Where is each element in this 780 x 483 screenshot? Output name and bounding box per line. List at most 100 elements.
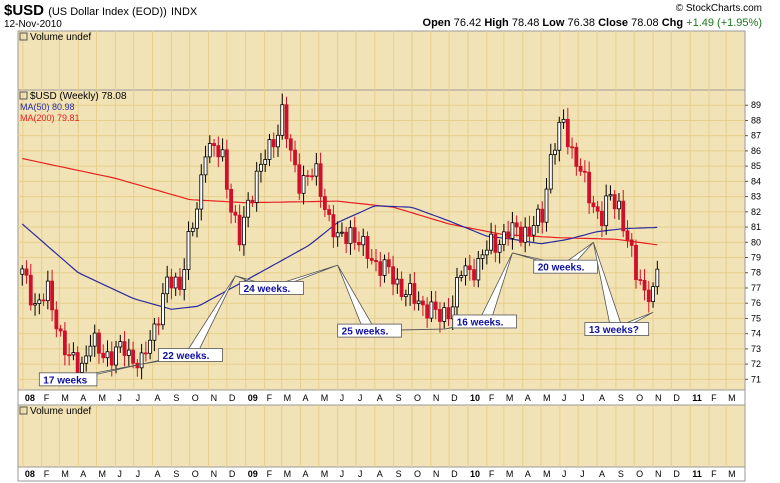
- candle-body: [421, 300, 425, 306]
- candle-body: [148, 339, 153, 354]
- y-tick-label: 73: [751, 344, 761, 354]
- candle-body: [241, 216, 246, 246]
- candle-body: [425, 304, 430, 319]
- candle-body: [472, 269, 476, 281]
- candle-body: [416, 300, 421, 304]
- candle-body: [212, 143, 216, 147]
- candle-body: [233, 211, 238, 216]
- x-tick-label: J: [358, 469, 363, 479]
- candle-body: [118, 341, 123, 348]
- x-tick-label: O: [414, 469, 421, 479]
- x-tick-label: S: [396, 393, 402, 403]
- x-tick-label: J: [117, 393, 122, 403]
- x-tick-label: F: [44, 469, 50, 479]
- x-tick-label: N: [433, 469, 440, 479]
- candle-body: [651, 286, 655, 302]
- candle-body: [203, 156, 208, 176]
- candle-body: [67, 354, 72, 357]
- candle-body: [442, 307, 447, 322]
- x-tick-label: D: [673, 469, 680, 479]
- candle-body: [553, 149, 557, 155]
- x-tick-label: A: [303, 469, 309, 479]
- candle-body: [169, 276, 174, 289]
- high-value: 78.48: [511, 17, 540, 29]
- legend: $USD (Weekly) 78.08 MA(50) 80.98 MA(200)…: [19, 91, 127, 123]
- candle-body: [459, 275, 464, 278]
- x-tick-label: N: [655, 393, 662, 403]
- candle-body: [399, 278, 404, 298]
- candle-body: [284, 104, 289, 140]
- x-tick-label: M: [61, 393, 69, 403]
- x-tick-label: 09: [248, 393, 258, 403]
- x-tick-label: M: [99, 393, 107, 403]
- x-tick-label: 10: [470, 393, 480, 403]
- bottom-volume-label: Volume undef: [30, 406, 91, 417]
- x-tick-label: 11: [692, 393, 702, 403]
- x-tick-label: N: [211, 469, 218, 479]
- x-tick-label: M: [506, 393, 513, 403]
- candle-body: [403, 294, 408, 298]
- x-tick-label: D: [229, 393, 236, 403]
- callout-box: [38, 372, 98, 387]
- candle-body: [161, 293, 165, 326]
- x-tick-label: A: [377, 393, 383, 403]
- volume-icon-bottom: [19, 406, 28, 415]
- candle-body: [565, 118, 570, 148]
- candle-body: [173, 276, 178, 289]
- candle-body: [408, 283, 413, 296]
- candle-body: [267, 139, 272, 160]
- candle-body: [374, 260, 378, 263]
- candle-body: [276, 134, 280, 148]
- x-tick-label: S: [173, 469, 179, 479]
- x-axis-strip-bottom: [17, 466, 746, 482]
- x-tick-label: F: [267, 469, 273, 479]
- candle-body: [280, 104, 285, 136]
- ma200-line: [22, 157, 658, 246]
- candle-body: [361, 235, 366, 246]
- y-axis: 71 72 73 74 75 76 77 78 79 80 81 82 83 84 85 86 87 88 89: [745, 100, 761, 384]
- x-tick-label: M: [99, 469, 107, 479]
- x-tick-label: F: [489, 469, 495, 479]
- candle-body: [617, 200, 621, 210]
- candle-body: [646, 289, 651, 302]
- callout-label: 16 weeks.: [457, 317, 504, 328]
- candle-body: [92, 332, 97, 347]
- candle-body: [220, 149, 225, 158]
- x-tick-label: A: [303, 393, 309, 403]
- x-tick-label: N: [433, 393, 440, 403]
- open-label: Open: [422, 17, 451, 29]
- candle-body: [382, 259, 387, 276]
- panel-labels: Volume undef Volume undef: [19, 32, 91, 417]
- x-tick-label: A: [599, 469, 605, 479]
- callout-label: 24 weeks.: [244, 284, 291, 295]
- candle-body: [250, 199, 255, 203]
- callout-box: [584, 322, 650, 336]
- chg-value: +1.49 (+1.95%): [686, 17, 762, 29]
- x-tick-label: M: [728, 469, 736, 479]
- candle-body: [126, 349, 131, 356]
- candle-body: [186, 231, 191, 271]
- candle-body: [352, 227, 357, 243]
- candle-body: [271, 139, 276, 148]
- candle-body: [105, 351, 110, 359]
- x-tick-label: F: [489, 393, 495, 403]
- top-volume-label: Volume undef: [30, 32, 91, 43]
- x-tick-label: O: [192, 469, 199, 479]
- x-tick-label: A: [80, 469, 86, 479]
- candle-body: [561, 118, 566, 123]
- candle-body: [335, 232, 340, 238]
- x-tick-label: A: [80, 393, 86, 403]
- callout-box: [337, 323, 402, 338]
- y-tick-label: 76: [751, 298, 761, 308]
- candle-body: [327, 209, 332, 215]
- candle-body: [429, 301, 434, 319]
- candle-body: [638, 279, 643, 281]
- candle-body: [318, 163, 323, 197]
- candle-body: [37, 299, 42, 305]
- x-tick-label: J: [136, 469, 141, 479]
- candle-body: [527, 226, 532, 236]
- candle-body: [446, 307, 451, 320]
- candle-body: [237, 214, 242, 246]
- candle-body: [229, 188, 234, 213]
- candle-body: [259, 163, 263, 172]
